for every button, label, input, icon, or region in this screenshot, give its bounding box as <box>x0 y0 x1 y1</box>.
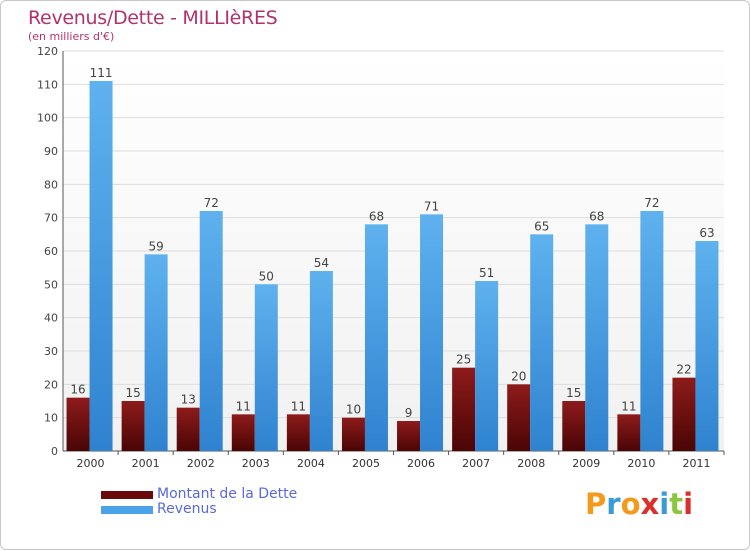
data-label-debt: 9 <box>405 406 413 420</box>
x-tick-label: 2010 <box>627 457 655 470</box>
bar-debt <box>286 414 310 451</box>
y-tick-label: 80 <box>44 178 58 191</box>
x-tick-label: 2003 <box>242 457 270 470</box>
proxiti-logo: Proxiti <box>585 487 693 521</box>
data-label-revenue: 63 <box>699 226 714 240</box>
y-tick-label: 50 <box>44 278 58 291</box>
bar-debt <box>672 377 696 451</box>
data-label-revenue: 50 <box>259 269 274 283</box>
data-label-revenue: 68 <box>369 209 384 223</box>
data-label-debt: 15 <box>566 386 581 400</box>
y-tick-label: 30 <box>44 345 58 358</box>
bar-revenue <box>420 214 444 451</box>
x-tick-label: 2008 <box>517 457 545 470</box>
legend: Montant de la Dette Revenus <box>101 487 297 517</box>
logo-letter: o <box>620 487 641 521</box>
bar-debt <box>507 384 531 451</box>
bar-debt <box>341 417 365 451</box>
x-tick-label: 2001 <box>132 457 160 470</box>
data-label-debt: 15 <box>125 386 140 400</box>
bar-revenue <box>309 271 333 451</box>
data-label-debt: 20 <box>511 369 526 383</box>
data-label-revenue: 68 <box>589 209 604 223</box>
x-tick-label: 2000 <box>77 457 105 470</box>
logo-letter: t <box>669 487 684 521</box>
y-tick-label: 70 <box>44 212 58 225</box>
legend-label-debt: Montant de la Dette <box>157 486 298 502</box>
bar-revenue <box>640 211 664 451</box>
chart-title: Revenus/Dette - MILLIèRES <box>28 7 278 29</box>
bar-revenue <box>475 281 499 451</box>
data-label-revenue: 111 <box>90 66 113 80</box>
data-label-debt: 10 <box>346 403 361 417</box>
data-label-debt: 13 <box>181 393 196 407</box>
logo-letter: i <box>659 487 670 521</box>
y-tick-label: 40 <box>44 312 58 325</box>
y-tick-label: 60 <box>44 245 58 258</box>
x-tick-label: 2006 <box>407 457 435 470</box>
y-tick-label: 90 <box>44 145 58 158</box>
bar-revenue <box>585 224 609 451</box>
data-label-revenue: 71 <box>424 199 439 213</box>
bar-debt <box>66 397 90 451</box>
y-tick-label: 120 <box>37 45 58 58</box>
legend-swatch-debt <box>101 490 153 499</box>
bar-revenue <box>199 211 223 451</box>
y-tick-label: 110 <box>37 78 58 91</box>
logo-letter: P <box>585 487 607 521</box>
y-tick-label: 100 <box>37 112 58 125</box>
y-tick-label: 0 <box>51 445 58 458</box>
bar-debt <box>176 407 200 451</box>
bar-revenue <box>530 234 554 451</box>
data-label-debt: 16 <box>70 383 85 397</box>
data-label-debt: 11 <box>291 399 306 413</box>
x-tick-label: 2004 <box>297 457 325 470</box>
bar-debt <box>397 421 421 451</box>
legend-label-revenue: Revenus <box>157 501 217 517</box>
bar-debt <box>121 401 145 451</box>
x-tick-label: 2009 <box>572 457 600 470</box>
logo-letter: i <box>683 487 694 521</box>
data-label-debt: 11 <box>236 399 251 413</box>
bar-revenue <box>364 224 388 451</box>
data-label-debt: 11 <box>621 399 636 413</box>
data-label-debt: 25 <box>456 353 471 367</box>
data-label-revenue: 72 <box>644 196 659 210</box>
bar-revenue <box>254 284 278 451</box>
bar-debt <box>617 414 641 451</box>
legend-item-debt: Montant de la Dette <box>101 487 297 502</box>
bar-debt <box>562 401 586 451</box>
bar-revenue <box>144 254 168 451</box>
data-label-debt: 22 <box>676 363 691 377</box>
bar-revenue <box>89 81 113 451</box>
data-label-revenue: 54 <box>314 256 329 270</box>
bar-revenue <box>695 241 719 451</box>
data-label-revenue: 59 <box>148 239 163 253</box>
data-label-revenue: 65 <box>534 219 549 233</box>
y-tick-label: 10 <box>44 412 58 425</box>
legend-swatch-revenue <box>101 505 153 514</box>
data-label-revenue: 72 <box>204 196 219 210</box>
bar-debt <box>452 367 476 451</box>
legend-item-revenue: Revenus <box>101 502 297 517</box>
chart-subtitle: (en milliers d'€) <box>28 30 115 43</box>
y-tick-label: 20 <box>44 378 58 391</box>
bar-debt <box>231 414 255 451</box>
logo-letter: r <box>606 487 621 521</box>
x-tick-label: 2005 <box>352 457 380 470</box>
data-label-revenue: 51 <box>479 266 494 280</box>
x-tick-label: 2011 <box>682 457 710 470</box>
x-tick-label: 2007 <box>462 457 490 470</box>
logo-letter: x <box>640 487 660 521</box>
x-tick-label: 2002 <box>187 457 215 470</box>
